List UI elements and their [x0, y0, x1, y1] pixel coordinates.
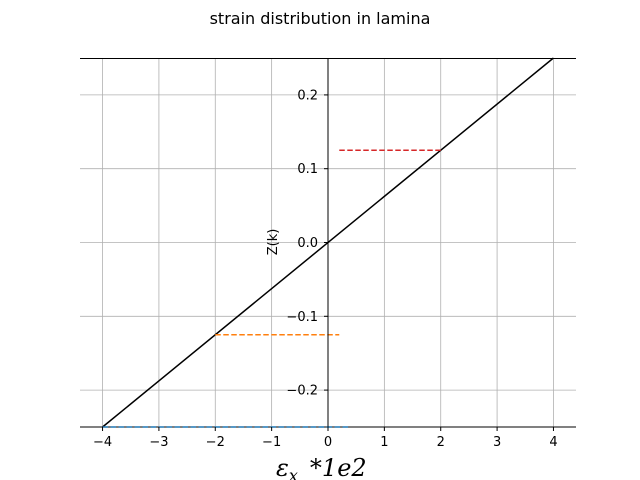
x-ticks: −4 −3 −2 −1 0 1 2 3 4	[93, 427, 558, 450]
x-tick-label-1: −3	[149, 435, 168, 450]
x-tick-label-5: 1	[380, 435, 388, 450]
y-tick-label-4: 0.2	[297, 88, 318, 103]
x-tick-label-0: −4	[93, 435, 112, 450]
y-tick-label-3: 0.1	[297, 162, 318, 177]
x-tick-label-3: −1	[262, 435, 281, 450]
y-axis-label: Z(k)	[266, 229, 281, 256]
x-tick-label-6: 2	[437, 435, 445, 450]
x-tick-label-8: 4	[549, 435, 557, 450]
x-tick-label-7: 3	[493, 435, 501, 450]
x-axis-label-subscript: x	[289, 466, 298, 480]
y-tick-label-2: 0.0	[297, 236, 318, 251]
y-tick-label-1: −0.1	[286, 310, 318, 325]
y-tick-label-0: −0.2	[286, 384, 318, 399]
y-ticks: −0.2 −0.1 0.0 0.1 0.2	[286, 88, 328, 399]
x-tick-label-4: 0	[324, 435, 332, 450]
x-axis-label-suffix: *1e2	[310, 454, 367, 480]
x-tick-label-2: −2	[206, 435, 225, 450]
chart-title: strain distribution in lamina	[210, 9, 431, 28]
x-axis-label: εx *1e2	[276, 454, 367, 480]
x-axis-label-symbol: ε	[276, 454, 289, 480]
